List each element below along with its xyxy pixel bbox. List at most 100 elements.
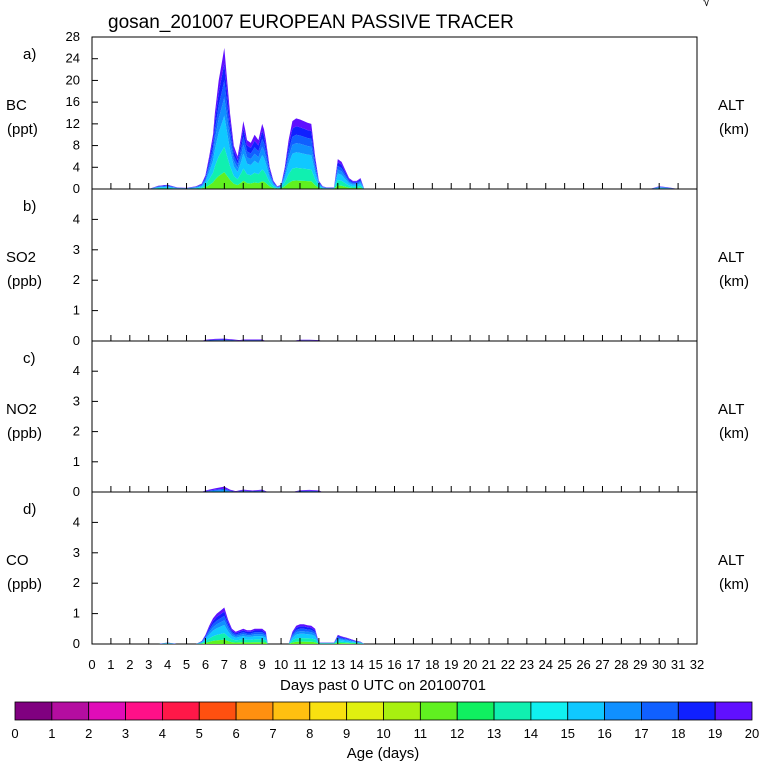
colorbar-tick-label: 16 [597, 726, 611, 741]
colorbar-tick-label: 6 [232, 726, 239, 741]
panel-frame [91, 36, 698, 190]
panel-letter: c) [23, 350, 36, 367]
y-tick-label: 4 [73, 211, 80, 226]
x-tick-label: 8 [240, 657, 247, 672]
right-label-km: (km) [719, 576, 749, 593]
right-label-alt: ALT [718, 97, 744, 114]
panel-letter: b) [23, 198, 36, 215]
x-tick-label: 11 [293, 657, 307, 672]
y-tick-label: 4 [73, 514, 80, 529]
panel-unit: (ppb) [7, 576, 42, 593]
x-tick-label: 15 [368, 657, 382, 672]
x-tick-label: 2 [126, 657, 133, 672]
x-tick-label: 17 [406, 657, 420, 672]
panel-species: SO2 [6, 249, 36, 266]
colorbar-tick-label: 19 [708, 726, 722, 741]
x-tick-label: 27 [595, 657, 609, 672]
panel-frame [91, 188, 698, 342]
colorbar-swatch [51, 701, 90, 721]
x-tick-label: 9 [259, 657, 266, 672]
colorbar-tick-label: 15 [561, 726, 575, 741]
colorbar-swatch [346, 701, 384, 721]
x-tick-label: 31 [671, 657, 685, 672]
x-tick-label: 24 [539, 657, 553, 672]
y-tick-label: 4 [73, 363, 80, 378]
right-label-alt: ALT [718, 249, 744, 266]
x-tick-label: 12 [312, 657, 326, 672]
colorbar-swatch [456, 701, 495, 721]
y-tick-label: 3 [73, 545, 80, 560]
colorbar-swatch [309, 701, 348, 721]
colorbar-swatch [419, 701, 458, 721]
y-tick-label: 24 [66, 51, 80, 66]
y-tick-label: 12 [66, 116, 80, 131]
panel-so2: 0 1 2 3 4 b) SO2 (ppb) ALT (km) [6, 188, 749, 348]
age-band-19 [201, 486, 323, 492]
colorbar-tick-label: 8 [306, 726, 313, 741]
x-tick-label: 14 [349, 657, 363, 672]
x-axis-label: Days past 0 UTC on 20100701 [280, 677, 486, 694]
colorbar-swatch [125, 701, 163, 721]
colorbar-tick-label: 2 [85, 726, 92, 741]
colorbar-swatch [530, 701, 569, 721]
colorbar-swatch [567, 701, 605, 721]
colorbar-tick-label: 14 [524, 726, 538, 741]
y-tick-label: 1 [73, 606, 80, 621]
colorbar-swatch [88, 701, 126, 721]
panel-unit: (ppt) [7, 121, 38, 138]
x-tick-label: 1 [107, 657, 114, 672]
y-tick-label: 28 [66, 29, 80, 44]
corner-mark: √ [703, 0, 711, 9]
panel-letter: a) [23, 46, 36, 63]
x-tick-label: 10 [274, 657, 288, 672]
panel-bc: 0 4 8 12 16 20 24 28 a) BC (ppt) ALT (km) [6, 29, 749, 196]
x-tick-label: 7 [221, 657, 228, 672]
panel-no2: 0 1 2 3 4 c) NO2 (ppb) ALT (km) [6, 340, 749, 499]
age-band-13 [158, 633, 365, 644]
y-tick-label: 3 [73, 393, 80, 408]
panel-species: BC [6, 97, 27, 114]
colorbar-swatch [161, 701, 200, 721]
colorbar-swatch [714, 701, 753, 721]
x-tick-label: 21 [482, 657, 496, 672]
panel-unit: (ppb) [7, 273, 42, 290]
x-tick-label: 23 [520, 657, 534, 672]
colorbar-swatch [493, 701, 532, 721]
panels-group: 0481216202428a)BC(ppt)ALT(km)01234b)SO2(… [6, 29, 749, 651]
x-tick-label: 30 [652, 657, 666, 672]
x-tick-label: 26 [576, 657, 590, 672]
colorbar-tick-label: 17 [634, 726, 648, 741]
y-tick-label: 0 [73, 636, 80, 651]
colorbar-swatch [235, 701, 274, 721]
y-tick-label: 4 [73, 159, 80, 174]
y-tick-label: 1 [73, 303, 80, 318]
y-tick-label: 2 [73, 272, 80, 287]
colorbar-label: Age (days) [347, 745, 420, 762]
y-tick-label: 0 [73, 181, 80, 196]
y-tick-label: 0 [73, 333, 80, 348]
y-tick-label: 8 [73, 138, 80, 153]
colorbar-tick-label: 20 [745, 726, 759, 741]
x-tick-label: 28 [614, 657, 628, 672]
y-tick-label: 20 [66, 72, 80, 87]
panel-species: CO [6, 552, 29, 569]
y-tick-label: 1 [73, 454, 80, 469]
y-tick-label: 0 [73, 484, 80, 499]
x-tick-label: 19 [444, 657, 458, 672]
y-tick-label: 16 [66, 94, 80, 109]
colorbar-swatch [272, 701, 311, 721]
right-label-km: (km) [719, 425, 749, 442]
right-label-km: (km) [719, 273, 749, 290]
colorbar-tick-label: 12 [450, 726, 464, 741]
x-tick-label: 5 [183, 657, 190, 672]
x-tick-label: 32 [690, 657, 704, 672]
colorbar-tick-label: 18 [671, 726, 685, 741]
y-tick-label: 2 [73, 424, 80, 439]
colorbar-tick-label: 5 [196, 726, 203, 741]
panel-species: NO2 [6, 401, 37, 418]
y-tick-label: 2 [73, 575, 80, 590]
colorbar-tick-label: 10 [376, 726, 390, 741]
right-label-km: (km) [719, 121, 749, 138]
age-band-11 [158, 639, 365, 644]
